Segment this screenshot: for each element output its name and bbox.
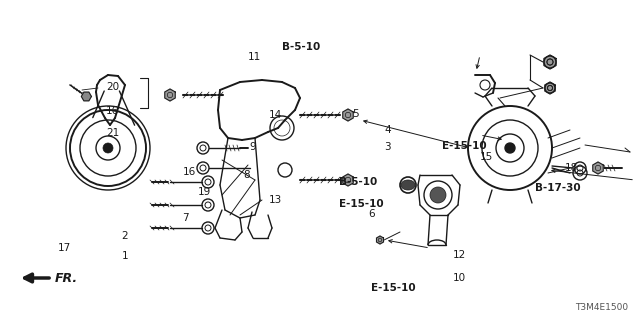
- Text: 21: 21: [106, 128, 119, 138]
- Text: FR.: FR.: [55, 271, 78, 284]
- Text: 9: 9: [250, 142, 256, 152]
- Text: 20: 20: [106, 82, 119, 92]
- Text: 17: 17: [58, 243, 70, 253]
- Text: E-15-10: E-15-10: [442, 141, 486, 151]
- Ellipse shape: [401, 180, 415, 190]
- Text: T3M4E1500: T3M4E1500: [575, 303, 628, 313]
- Text: 15: 15: [480, 152, 493, 162]
- Text: 8: 8: [243, 170, 250, 180]
- Text: 16: 16: [183, 167, 196, 177]
- Polygon shape: [545, 82, 555, 94]
- Text: 16: 16: [106, 106, 119, 116]
- Text: B-5-10: B-5-10: [282, 42, 320, 52]
- Text: 14: 14: [269, 110, 282, 120]
- Text: 4: 4: [384, 124, 390, 135]
- Text: 11: 11: [248, 52, 261, 62]
- Text: 19: 19: [198, 187, 211, 197]
- Text: 12: 12: [453, 250, 466, 260]
- Polygon shape: [343, 174, 353, 186]
- Polygon shape: [81, 92, 92, 101]
- Text: B-5-10: B-5-10: [339, 177, 378, 188]
- Circle shape: [505, 143, 515, 153]
- Text: 13: 13: [269, 195, 282, 205]
- Text: 6: 6: [369, 209, 375, 219]
- Text: 5: 5: [353, 108, 359, 119]
- Polygon shape: [544, 55, 556, 69]
- Text: 18: 18: [564, 163, 578, 173]
- Polygon shape: [593, 162, 603, 174]
- Text: 3: 3: [384, 142, 390, 152]
- Circle shape: [430, 187, 446, 203]
- Polygon shape: [165, 89, 175, 101]
- Text: 1: 1: [122, 251, 128, 261]
- Text: 10: 10: [453, 273, 466, 284]
- Polygon shape: [376, 236, 383, 244]
- Text: E-15-10: E-15-10: [371, 283, 416, 293]
- Circle shape: [103, 143, 113, 153]
- Text: E-15-10: E-15-10: [339, 198, 384, 209]
- Text: B-17-30: B-17-30: [535, 183, 580, 193]
- Text: 7: 7: [182, 212, 189, 223]
- Text: 2: 2: [122, 231, 128, 241]
- Polygon shape: [343, 109, 353, 121]
